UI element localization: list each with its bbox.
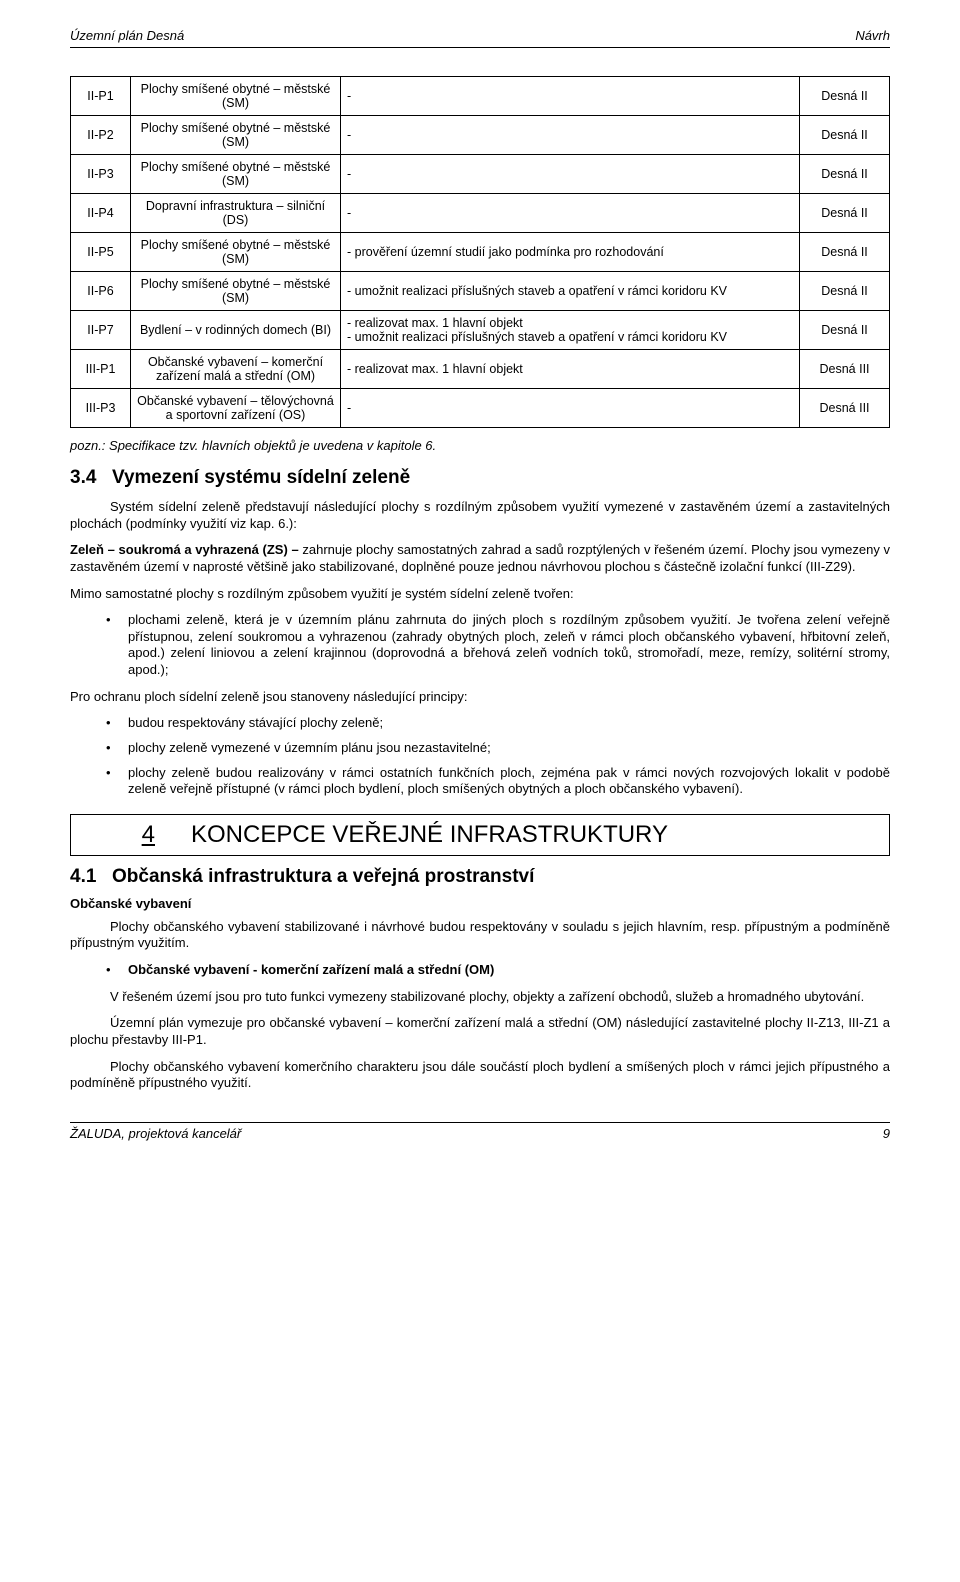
cell-cond: - bbox=[341, 389, 800, 428]
conditions-table: II-P1Plochy smíšené obytné – městské (SM… bbox=[70, 76, 890, 428]
bullet-5-bold: Občanské vybavení - komerční zařízení ma… bbox=[128, 962, 494, 977]
para-4: Pro ochranu ploch sídelní zeleně jsou st… bbox=[70, 689, 890, 706]
cell-name: Plochy smíšené obytné – městské (SM) bbox=[131, 77, 341, 116]
heading-3-4-num: 3.4 bbox=[70, 467, 112, 489]
cell-name: Bydlení – v rodinných domech (BI) bbox=[131, 311, 341, 350]
section-4-num: 4 bbox=[71, 815, 191, 855]
cell-code: III-P3 bbox=[71, 389, 131, 428]
cell-cond: - prověření územní studií jako podmínka … bbox=[341, 233, 800, 272]
cell-loc: Desná II bbox=[800, 272, 890, 311]
bullet-1: plochami zeleně, která je v územním plán… bbox=[70, 612, 890, 679]
section-4-box: 4 KONCEPCE VEŘEJNÉ INFRASTRUKTURY bbox=[70, 814, 890, 856]
bullet-list-2: budou respektovány stávající plochy zele… bbox=[70, 715, 890, 798]
table-row: II-P6Plochy smíšené obytné – městské (SM… bbox=[71, 272, 890, 311]
cell-name: Plochy smíšené obytné – městské (SM) bbox=[131, 155, 341, 194]
para-3: Mimo samostatné plochy s rozdílným způso… bbox=[70, 586, 890, 603]
bullet-2: budou respektovány stávající plochy zele… bbox=[70, 715, 890, 732]
cell-cond: - bbox=[341, 77, 800, 116]
cell-loc: Desná II bbox=[800, 311, 890, 350]
bullet-4: plochy zeleně budou realizovány v rámci … bbox=[70, 765, 890, 798]
cell-loc: Desná II bbox=[800, 194, 890, 233]
para-5: Plochy občanského vybavení stabilizované… bbox=[70, 919, 890, 952]
para-6: V řešeném území jsou pro tuto funkci vym… bbox=[70, 989, 890, 1006]
header-left: Územní plán Desná bbox=[70, 28, 184, 43]
cell-name: Dopravní infrastruktura – silniční (DS) bbox=[131, 194, 341, 233]
cell-code: II-P6 bbox=[71, 272, 131, 311]
cell-code: III-P1 bbox=[71, 350, 131, 389]
heading-3-4: 3.4Vymezení systému sídelní zeleně bbox=[70, 467, 890, 489]
table-row: II-P7Bydlení – v rodinných domech (BI)- … bbox=[71, 311, 890, 350]
table-row: III-P1Občanské vybavení – komerční zaříz… bbox=[71, 350, 890, 389]
cell-cond: - bbox=[341, 155, 800, 194]
heading-4-1-title: Občanská infrastruktura a veřejná prostr… bbox=[112, 866, 534, 887]
bullet-5: Občanské vybavení - komerční zařízení ma… bbox=[70, 962, 890, 979]
table-note: pozn.: Specifikace tzv. hlavních objektů… bbox=[70, 438, 890, 453]
para-8: Plochy občanského vybavení komerčního ch… bbox=[70, 1059, 890, 1092]
cell-cond: - umožnit realizaci příslušných staveb a… bbox=[341, 272, 800, 311]
cell-cond: - realizovat max. 1 hlavní objekt- umožn… bbox=[341, 311, 800, 350]
cell-loc: Desná II bbox=[800, 155, 890, 194]
header-divider bbox=[70, 47, 890, 48]
footer-divider bbox=[70, 1122, 890, 1123]
cell-code: II-P1 bbox=[71, 77, 131, 116]
header-right: Návrh bbox=[855, 28, 890, 43]
bullet-list-1: plochami zeleně, která je v územním plán… bbox=[70, 612, 890, 679]
footer-right: 9 bbox=[883, 1126, 890, 1141]
para-2: Zeleň – soukromá a vyhrazená (ZS) – zahr… bbox=[70, 542, 890, 575]
cell-code: II-P5 bbox=[71, 233, 131, 272]
cell-name: Plochy smíšené obytné – městské (SM) bbox=[131, 272, 341, 311]
heading-3-4-title: Vymezení systému sídelní zeleně bbox=[112, 467, 410, 488]
table-row: II-P4Dopravní infrastruktura – silniční … bbox=[71, 194, 890, 233]
section-4-title: KONCEPCE VEŘEJNÉ INFRASTRUKTURY bbox=[191, 815, 889, 855]
cell-cond: - realizovat max. 1 hlavní objekt bbox=[341, 350, 800, 389]
heading-4-1: 4.1Občanská infrastruktura a veřejná pro… bbox=[70, 866, 890, 888]
cell-loc: Desná III bbox=[800, 389, 890, 428]
cell-cond: - bbox=[341, 116, 800, 155]
table-row: III-P3Občanské vybavení – tělovýchovná a… bbox=[71, 389, 890, 428]
table-row: II-P3Plochy smíšené obytné – městské (SM… bbox=[71, 155, 890, 194]
cell-name: Občanské vybavení – tělovýchovná a sport… bbox=[131, 389, 341, 428]
cell-code: II-P7 bbox=[71, 311, 131, 350]
footer-left: ŽALUDA, projektová kancelář bbox=[70, 1126, 241, 1141]
cell-name: Občanské vybavení – komerční zařízení ma… bbox=[131, 350, 341, 389]
subhead-obcanske: Občanské vybavení bbox=[70, 896, 890, 911]
table-row: II-P2Plochy smíšené obytné – městské (SM… bbox=[71, 116, 890, 155]
bullet-list-3: Občanské vybavení - komerční zařízení ma… bbox=[70, 962, 890, 979]
table-row: II-P1Plochy smíšené obytné – městské (SM… bbox=[71, 77, 890, 116]
cell-cond: - bbox=[341, 194, 800, 233]
para-7: Územní plán vymezuje pro občanské vybave… bbox=[70, 1015, 890, 1048]
bullet-3: plochy zeleně vymezené v územním plánu j… bbox=[70, 740, 890, 757]
cell-code: II-P4 bbox=[71, 194, 131, 233]
cell-code: II-P3 bbox=[71, 155, 131, 194]
table-row: II-P5Plochy smíšené obytné – městské (SM… bbox=[71, 233, 890, 272]
cell-name: Plochy smíšené obytné – městské (SM) bbox=[131, 233, 341, 272]
para-1: Systém sídelní zeleně představují násled… bbox=[70, 499, 890, 532]
cell-loc: Desná II bbox=[800, 77, 890, 116]
cell-loc: Desná II bbox=[800, 116, 890, 155]
heading-4-1-num: 4.1 bbox=[70, 866, 112, 888]
cell-name: Plochy smíšené obytné – městské (SM) bbox=[131, 116, 341, 155]
cell-loc: Desná III bbox=[800, 350, 890, 389]
cell-loc: Desná II bbox=[800, 233, 890, 272]
cell-code: II-P2 bbox=[71, 116, 131, 155]
para-2-bold: Zeleň – soukromá a vyhrazená (ZS) – bbox=[70, 542, 299, 557]
